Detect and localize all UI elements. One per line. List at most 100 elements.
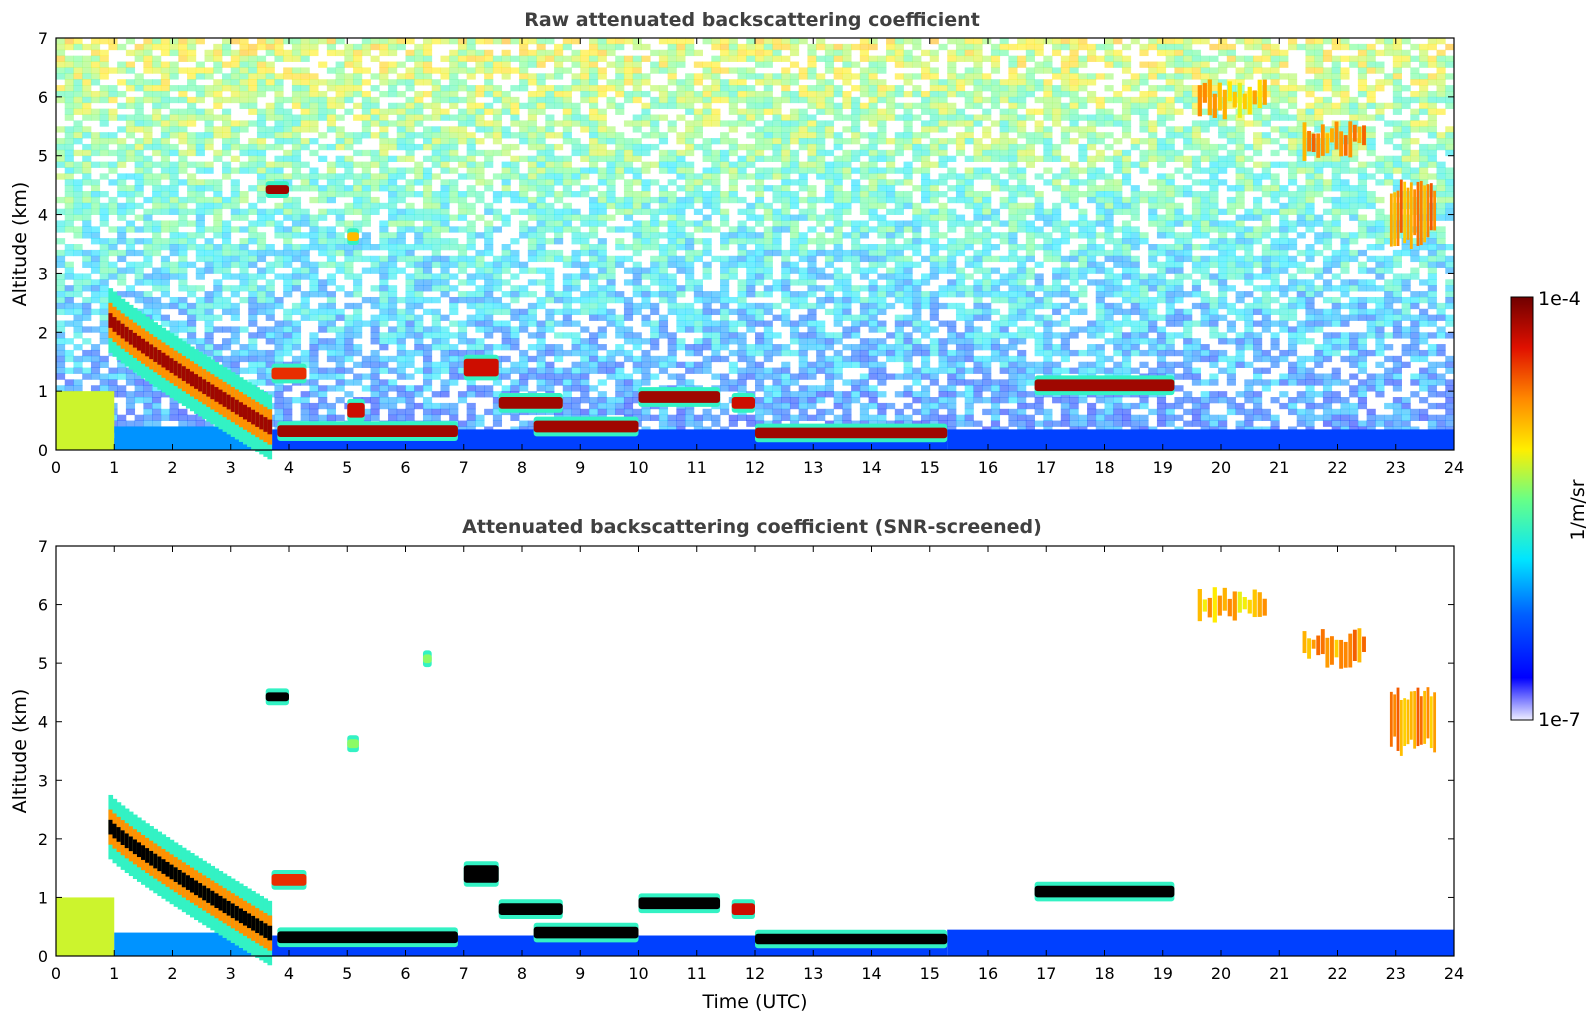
noise-cell	[667, 208, 677, 215]
noise-cell	[1165, 73, 1175, 80]
noise-cell	[921, 132, 931, 139]
noise-cell	[685, 244, 695, 251]
noise-cell	[1069, 273, 1079, 280]
noise-cell	[1287, 38, 1298, 45]
noise-cell	[1025, 114, 1035, 121]
noise-cell	[265, 208, 275, 215]
noise-cell	[1226, 244, 1236, 251]
noise-cell	[912, 90, 922, 98]
noise-cell	[1218, 220, 1228, 227]
noise-cell	[1366, 244, 1376, 251]
noise-cell	[160, 155, 170, 162]
noise-cell	[1244, 120, 1254, 127]
noise-cell	[1209, 214, 1219, 221]
noise-cell	[457, 38, 468, 45]
noise-cell	[283, 255, 293, 263]
noise-cell	[842, 67, 852, 74]
noise-cell	[1104, 191, 1114, 198]
noise-cell	[1209, 202, 1219, 210]
noise-cell	[248, 79, 258, 86]
noise-cell	[274, 232, 284, 239]
noise-cell	[187, 102, 197, 110]
noise-cell	[851, 149, 861, 157]
noise-cell	[1314, 85, 1324, 92]
noise-cell	[580, 185, 590, 192]
noise-cell	[1200, 232, 1210, 239]
noise-cell	[527, 96, 537, 104]
noise-cell	[1287, 220, 1298, 227]
noise-cell	[73, 120, 83, 127]
noise-cell	[667, 102, 677, 110]
noise-cell	[964, 244, 974, 251]
noise-cell	[781, 126, 791, 133]
noise-cell	[1436, 202, 1446, 210]
noise-cell	[1322, 179, 1333, 186]
noise-cell	[580, 126, 590, 133]
noise-cell	[772, 191, 782, 198]
noise-cell	[737, 161, 747, 168]
noise-cell	[807, 196, 817, 204]
noise-cell	[746, 149, 756, 157]
noise-cell	[82, 108, 92, 115]
noise-cell	[1043, 55, 1053, 62]
noise-cell	[195, 38, 205, 45]
noise-cell	[1025, 138, 1035, 145]
noise-cell	[152, 55, 162, 62]
noise-cell	[1025, 273, 1035, 280]
noise-cell	[615, 79, 625, 86]
noise-cell	[824, 167, 835, 174]
noise-cell	[755, 173, 765, 180]
noise-cell	[510, 132, 520, 139]
noise-cell	[457, 155, 468, 162]
noise-cell	[309, 138, 319, 145]
noise-cell	[134, 138, 144, 145]
noise-cell	[877, 138, 887, 145]
noise-cell	[143, 255, 153, 263]
noise-cell	[676, 90, 686, 98]
noise-cell	[1419, 55, 1429, 62]
noise-cell	[239, 38, 249, 45]
noise-cell	[56, 138, 66, 145]
noise-cell	[1253, 90, 1263, 98]
noise-cell	[1078, 73, 1088, 80]
noise-cell	[510, 161, 520, 168]
noise-cell	[1043, 208, 1053, 215]
noise-cell	[711, 108, 721, 115]
noise-cell	[1427, 126, 1437, 133]
noise-cell	[894, 167, 904, 174]
noise-cell	[685, 38, 695, 45]
noise-cell	[623, 55, 634, 62]
noise-cell	[160, 120, 170, 127]
noise-cell	[440, 226, 450, 233]
noise-cell	[1069, 61, 1079, 68]
noise-cell	[396, 143, 406, 151]
noise-cell	[449, 273, 459, 280]
noise-cell	[291, 202, 302, 210]
noise-cell	[431, 202, 441, 210]
noise-cell	[64, 138, 74, 145]
noise-cell	[1287, 96, 1298, 104]
noise-cell	[571, 114, 581, 121]
noise-cell	[414, 79, 424, 86]
noise-cell	[877, 167, 887, 174]
noise-cell	[291, 73, 302, 80]
noise-cell	[82, 173, 92, 180]
noise-cell	[388, 214, 398, 221]
noise-cell	[1410, 108, 1420, 115]
noise-cell	[562, 255, 572, 263]
noise-cell	[143, 138, 153, 145]
noise-cell	[1261, 102, 1271, 110]
noise-cell	[1209, 149, 1219, 157]
noise-cell	[143, 143, 153, 151]
noise-cell	[1244, 43, 1254, 51]
noise-cell	[1121, 202, 1132, 210]
noise-cell	[772, 114, 782, 121]
noise-cell	[143, 155, 153, 162]
noise-cell	[816, 173, 826, 180]
noise-cell	[370, 285, 380, 292]
noise-cell	[527, 55, 537, 62]
noise-cell	[1165, 226, 1175, 233]
noise-cell	[755, 238, 765, 245]
noise-cell	[1322, 220, 1333, 227]
noise-cell	[693, 73, 703, 80]
